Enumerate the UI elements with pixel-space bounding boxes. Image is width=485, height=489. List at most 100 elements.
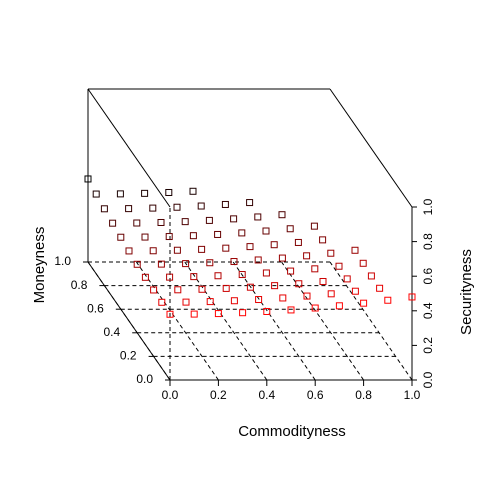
point — [238, 229, 246, 237]
point — [190, 273, 198, 281]
point — [198, 245, 206, 253]
y-tick-label: 1.0 — [54, 254, 71, 268]
point — [158, 298, 166, 306]
point — [221, 200, 229, 208]
y-tick-label: 0.8 — [71, 278, 88, 292]
point — [270, 241, 278, 249]
point — [230, 258, 238, 266]
grid-line — [232, 261, 316, 381]
point — [165, 188, 173, 196]
point — [189, 232, 197, 240]
point — [205, 216, 213, 224]
point — [287, 267, 295, 275]
point — [303, 252, 311, 260]
point — [181, 218, 189, 226]
point — [311, 265, 319, 273]
point — [262, 227, 270, 235]
point — [149, 247, 157, 255]
point — [303, 292, 311, 300]
z-axis-label: Securityness — [458, 249, 475, 335]
grid-line — [329, 261, 413, 381]
box-edge — [87, 88, 171, 208]
point — [278, 254, 286, 262]
point — [222, 284, 230, 292]
point — [367, 272, 375, 280]
point — [343, 275, 351, 283]
point — [287, 306, 295, 314]
point — [125, 247, 133, 255]
point — [166, 273, 174, 281]
point — [246, 243, 254, 251]
y-tick-label: 0.6 — [87, 301, 104, 315]
point — [294, 238, 302, 246]
y-tick-label: 0.4 — [104, 325, 121, 339]
point — [214, 272, 222, 280]
point — [230, 297, 238, 305]
z-tick-label: 0.8 — [421, 233, 435, 250]
point — [166, 310, 174, 318]
point — [376, 284, 384, 292]
point — [173, 246, 181, 254]
point — [310, 222, 318, 230]
point — [311, 304, 319, 312]
point — [360, 299, 368, 307]
x-tick-label: 0.4 — [258, 388, 275, 402]
z-tick-label: 0.0 — [421, 371, 435, 388]
point — [197, 202, 205, 210]
point — [157, 260, 165, 268]
point — [165, 233, 173, 241]
point — [254, 213, 262, 221]
point — [206, 298, 214, 306]
x-tick-label: 0.6 — [307, 388, 324, 402]
point — [149, 204, 157, 212]
point — [133, 260, 141, 268]
point — [271, 282, 279, 290]
x-tick-label: 0.2 — [210, 388, 227, 402]
point — [238, 271, 246, 279]
point — [125, 205, 133, 213]
point — [141, 273, 149, 281]
point — [133, 219, 141, 227]
x-tick-label: 0.8 — [355, 388, 372, 402]
point — [408, 293, 416, 301]
point — [319, 277, 327, 285]
grid-line — [281, 261, 365, 381]
z-tick-label: 1.0 — [421, 198, 435, 215]
point — [206, 259, 214, 267]
point — [222, 244, 230, 252]
point — [141, 189, 149, 197]
grid-line — [184, 261, 268, 381]
point — [182, 298, 190, 306]
point — [198, 285, 206, 293]
x-axis-label: Commodityness — [238, 423, 346, 440]
point — [214, 310, 222, 318]
point — [327, 290, 335, 298]
point — [157, 218, 165, 226]
point — [214, 230, 222, 238]
point — [335, 262, 343, 270]
point — [254, 256, 262, 264]
point — [190, 310, 198, 318]
point — [174, 286, 182, 294]
box-edge — [329, 88, 413, 208]
y-axis-label: Moneyness — [31, 227, 48, 304]
point — [116, 190, 124, 198]
point — [239, 309, 247, 317]
x-tick-label: 0.0 — [162, 388, 179, 402]
z-tick-label: 0.6 — [421, 268, 435, 285]
grid-line — [135, 261, 219, 381]
point — [335, 302, 343, 310]
point — [384, 296, 392, 304]
grid-line — [87, 261, 171, 381]
point — [84, 175, 92, 183]
point — [92, 190, 100, 198]
z-tick-label: 0.4 — [421, 302, 435, 319]
point — [246, 283, 254, 291]
y-tick-label: 0.0 — [136, 372, 153, 386]
point — [117, 233, 125, 241]
point — [246, 199, 254, 207]
point — [141, 233, 149, 241]
point — [351, 246, 359, 254]
point — [182, 260, 190, 268]
point — [173, 203, 181, 211]
